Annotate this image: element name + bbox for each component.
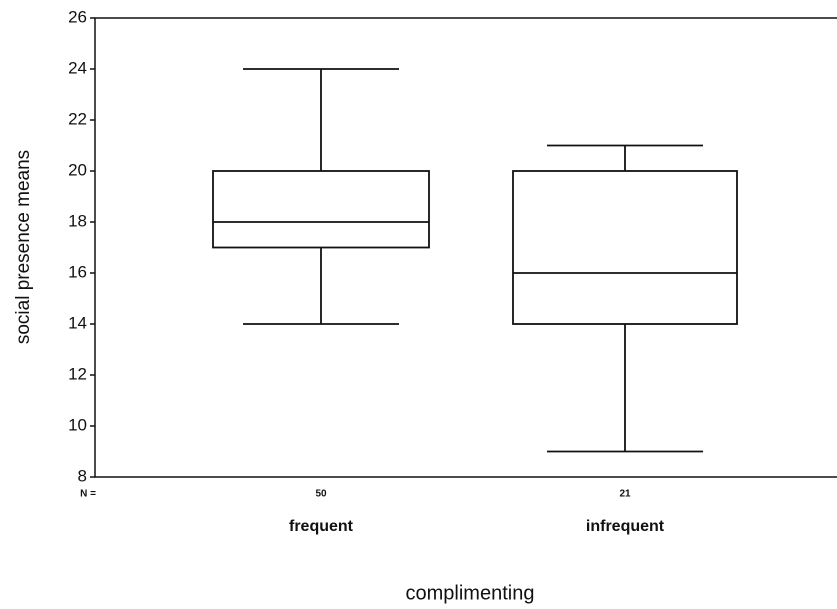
y-tick-label: 18 bbox=[68, 211, 87, 230]
y-tick-label: 22 bbox=[68, 109, 87, 128]
y-tick-label: 24 bbox=[68, 58, 87, 77]
y-tick-label: 12 bbox=[68, 364, 87, 383]
n-value: 21 bbox=[619, 489, 631, 500]
y-axis-label: social presence means bbox=[13, 150, 34, 344]
plot-frame bbox=[94, 17, 837, 478]
n-label: N = bbox=[80, 489, 96, 500]
y-tick-label: 8 bbox=[78, 466, 87, 485]
y-tick-label: 16 bbox=[68, 262, 87, 281]
y-tick-label: 26 bbox=[68, 7, 87, 26]
box bbox=[512, 170, 738, 325]
x-tick-label: infrequent bbox=[586, 518, 665, 535]
box bbox=[212, 170, 430, 249]
x-axis-label: complimenting bbox=[406, 582, 535, 604]
x-tick-label: frequent bbox=[289, 518, 354, 535]
y-tick-label: 14 bbox=[68, 313, 87, 332]
y-tick-label: 20 bbox=[68, 160, 87, 179]
n-value: 50 bbox=[315, 489, 327, 500]
y-tick-label: 10 bbox=[68, 415, 87, 434]
